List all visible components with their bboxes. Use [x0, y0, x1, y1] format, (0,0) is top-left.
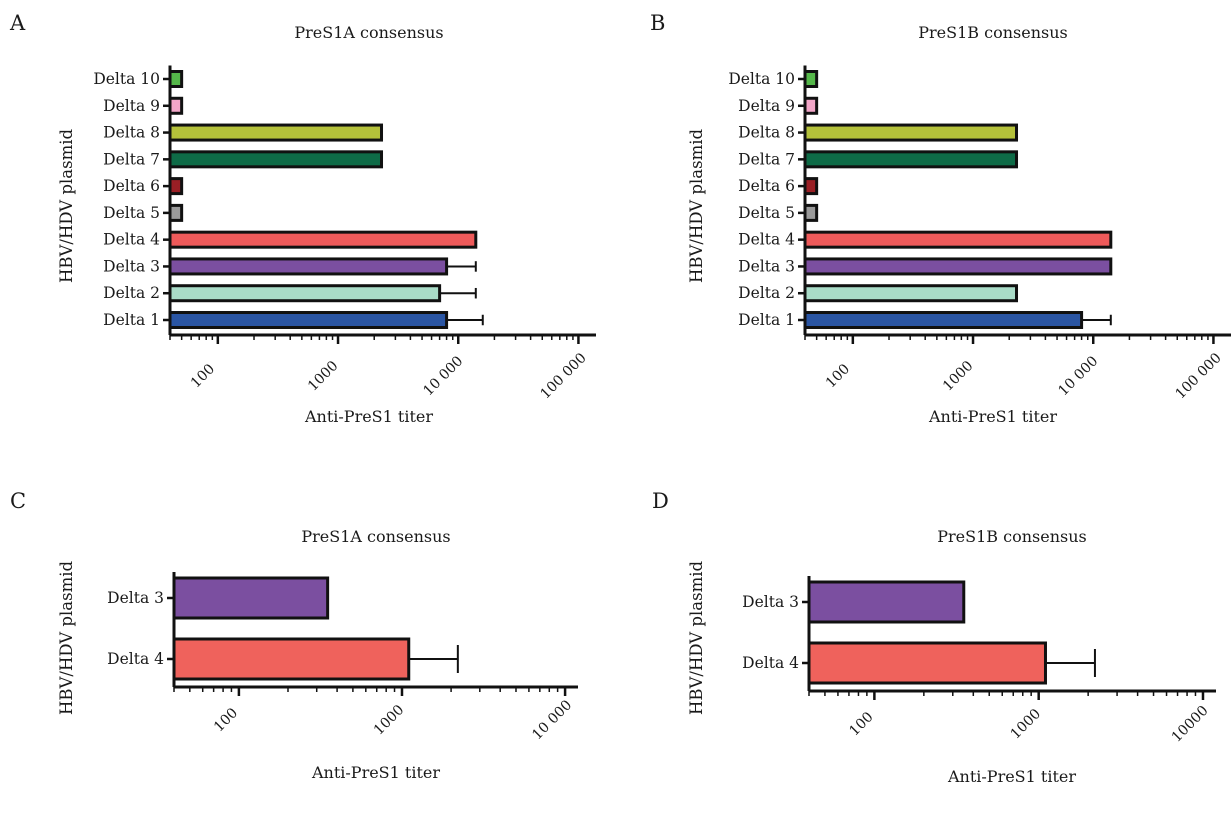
panel-a-category-label: Delta 8: [103, 124, 160, 142]
panel-a-category-label: Delta 6: [103, 177, 160, 195]
panel-a-category-label: Delta 2: [103, 284, 160, 302]
panel-b-title: PreS1B consensus: [918, 23, 1067, 42]
panel-a-category-label: Delta 10: [93, 70, 160, 88]
panel-b-plot: Delta 1 Delta 2 Delta 3 Delta 4 Delta 5 Delta…: [728, 65, 1231, 402]
panel-c-category-label: Delta 4: [107, 650, 164, 668]
panel-a-x-tick-label: 100: [188, 361, 218, 391]
panel-a-x-tick-label: 100 000: [537, 350, 589, 402]
panel-b-bar: [803, 230, 1113, 249]
panel-b-bar: [803, 96, 819, 115]
panel-a-category-label: Delta 1: [103, 311, 160, 329]
panel-letter-a: A: [9, 11, 26, 35]
panel-d-x-tick-label: 1000: [1008, 706, 1045, 743]
panel-b-category-label: Delta 9: [738, 97, 795, 115]
panel-a-bar: [168, 311, 449, 329]
panel-c-x-tick-label: 10 000: [529, 697, 575, 743]
panel-letter-b: B: [650, 11, 665, 35]
panel-a-category-label: Delta 3: [103, 257, 160, 275]
panel-a: A PreS1A consensus Anti-PreS1 titer HBV/…: [9, 11, 596, 426]
panel-a-bar: [168, 203, 184, 222]
panel-a-bar: [168, 230, 478, 249]
panel-b-x-tick-label: 100: [823, 361, 853, 391]
panel-b-bar: [803, 150, 1019, 169]
panel-d-x-tick-label: 100: [846, 709, 876, 739]
panel-b-category-label: Delta 7: [738, 150, 795, 168]
panel-b-category-label: Delta 10: [728, 70, 795, 88]
panel-b-category-label: Delta 3: [738, 257, 795, 275]
panel-d-x-tick-label: 10000: [1169, 703, 1212, 746]
panel-a-title: PreS1A consensus: [294, 23, 443, 42]
panel-a-bar: [168, 177, 184, 196]
panel-c-category-label: Delta 3: [107, 589, 164, 607]
panel-b: B PreS1B consensus Anti-PreS1 titer HBV/…: [650, 11, 1231, 426]
panel-c-x-axis-label: Anti-PreS1 titer: [311, 763, 440, 782]
panel-b-bar: [803, 203, 819, 222]
panel-c-plot: Delta 4 Delta 3 100 1000 10 000: [107, 572, 578, 743]
panel-a-y-axis-label: HBV/HDV plasmid: [57, 129, 76, 284]
panel-b-category-label: Delta 8: [738, 124, 795, 142]
panel-a-bar: [168, 96, 184, 115]
panel-a-x-tick-label: 10 000: [420, 353, 466, 399]
panel-b-category-label: Delta 4: [738, 231, 795, 249]
panel-b-x-tick-label: 10 000: [1055, 353, 1101, 399]
panel-a-category-label: Delta 4: [103, 231, 160, 249]
panel-b-bar: [803, 284, 1019, 303]
panel-b-x-tick-label: 1000: [940, 358, 977, 395]
panel-b-bar: [803, 123, 1019, 142]
panel-b-category-label: Delta 2: [738, 284, 795, 302]
panel-b-category-label: Delta 6: [738, 177, 795, 195]
panel-b-category-label: Delta 1: [738, 311, 795, 329]
panel-c-x-tick-label: 100: [211, 705, 241, 735]
panel-c-bar: [172, 637, 411, 681]
panel-d-bar: [807, 580, 966, 624]
panel-d-bar: [807, 641, 1047, 685]
panel-c-x-tick-label: 1000: [371, 702, 408, 739]
panel-b-category-label: Delta 5: [738, 204, 795, 222]
panel-b-bar: [803, 257, 1113, 276]
panel-b-y-axis-label: HBV/HDV plasmid: [687, 129, 706, 284]
panel-b-x-axis-label: Anti-PreS1 titer: [928, 407, 1057, 426]
panel-d-title: PreS1B consensus: [937, 527, 1086, 546]
panel-d-x-axis-label: Anti-PreS1 titer: [947, 767, 1076, 786]
panel-a-plot: Delta 1 Delta 2 Delta 3 Delta 4 Delta 5 Delta…: [93, 65, 596, 402]
panel-a-x-axis-label: Anti-PreS1 titer: [304, 407, 433, 426]
panel-letter-d: D: [652, 489, 669, 513]
panel-a-bar: [168, 123, 384, 142]
panel-d-category-label: Delta 3: [742, 593, 799, 611]
panel-b-bar: [803, 70, 819, 88]
panel-d: D PreS1B consensus Anti-PreS1 titer HBV/…: [652, 489, 1216, 786]
panel-b-bar: [803, 311, 1084, 329]
panel-a-bar: [168, 150, 384, 169]
panel-c-bar: [172, 576, 330, 620]
panel-a-category-label: Delta 5: [103, 204, 160, 222]
panel-c: C PreS1A consensus Anti-PreS1 titer HBV/…: [10, 489, 578, 782]
panel-c-y-axis-label: HBV/HDV plasmid: [57, 561, 76, 716]
panel-a-bar: [168, 284, 442, 303]
panel-c-title: PreS1A consensus: [301, 527, 450, 546]
panel-b-bar: [803, 177, 819, 196]
panel-a-category-label: Delta 7: [103, 150, 160, 168]
panel-d-plot: Delta 4 Delta 3 100 1000 10000: [742, 576, 1216, 746]
panel-d-y-axis-label: HBV/HDV plasmid: [687, 561, 706, 716]
panel-letter-c: C: [10, 489, 26, 513]
panel-d-category-label: Delta 4: [742, 654, 799, 672]
panel-a-bar: [168, 257, 449, 276]
panel-a-bar: [168, 70, 184, 88]
panel-a-category-label: Delta 9: [103, 97, 160, 115]
panel-a-x-tick-label: 1000: [305, 358, 342, 395]
panel-b-x-tick-label: 100 000: [1172, 350, 1224, 402]
